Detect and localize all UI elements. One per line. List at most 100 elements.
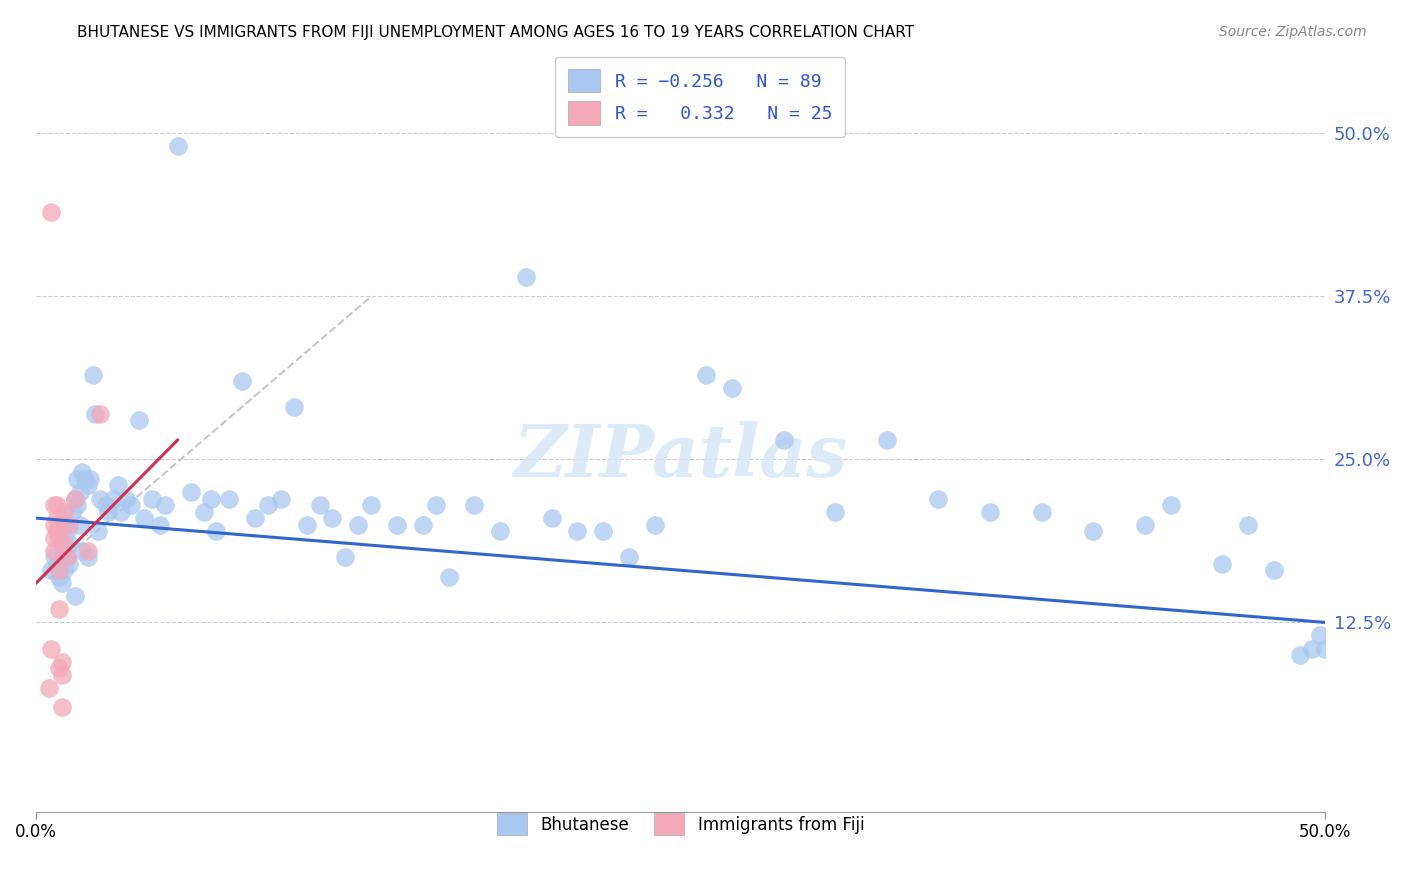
Bhutanese <box>107 478 129 492</box>
Bhutanese <box>41 563 63 577</box>
Bhutanese <box>53 563 76 577</box>
Immigrants from Fiji <box>42 498 65 512</box>
Bhutanese <box>128 413 150 427</box>
Immigrants from Fiji <box>56 550 79 565</box>
Bhutanese <box>72 543 94 558</box>
Bhutanese <box>1301 641 1323 656</box>
Bhutanese <box>205 524 228 538</box>
Bhutanese <box>115 491 138 506</box>
Bhutanese <box>1031 505 1053 519</box>
Bhutanese <box>103 491 125 506</box>
Immigrants from Fiji <box>42 543 65 558</box>
Bhutanese <box>76 478 98 492</box>
Bhutanese <box>295 517 318 532</box>
Bhutanese <box>218 491 240 506</box>
Bhutanese <box>592 524 614 538</box>
Bhutanese <box>1237 517 1260 532</box>
Bhutanese <box>66 498 89 512</box>
Bhutanese <box>321 511 343 525</box>
Bhutanese <box>979 505 1001 519</box>
Immigrants from Fiji <box>51 667 73 681</box>
Bhutanese <box>97 505 120 519</box>
Bhutanese <box>385 517 408 532</box>
Bhutanese <box>1083 524 1105 538</box>
Immigrants from Fiji <box>51 700 73 714</box>
Bhutanese <box>73 472 96 486</box>
Bhutanese <box>927 491 949 506</box>
Immigrants from Fiji <box>48 531 70 545</box>
Immigrants from Fiji <box>76 543 98 558</box>
Bhutanese <box>489 524 512 538</box>
Bhutanese <box>79 472 101 486</box>
Bhutanese <box>1211 557 1233 571</box>
Bhutanese <box>876 433 898 447</box>
Bhutanese <box>1309 628 1331 642</box>
Bhutanese <box>56 524 79 538</box>
Immigrants from Fiji <box>89 407 111 421</box>
Immigrants from Fiji <box>63 491 86 506</box>
Bhutanese <box>231 374 253 388</box>
Bhutanese <box>347 517 370 532</box>
Bhutanese <box>515 269 537 284</box>
Bhutanese <box>51 537 73 551</box>
Bhutanese <box>437 570 460 584</box>
Bhutanese <box>87 524 110 538</box>
Bhutanese <box>60 505 83 519</box>
Immigrants from Fiji <box>41 641 63 656</box>
Immigrants from Fiji <box>53 505 76 519</box>
Bhutanese <box>166 139 188 153</box>
Bhutanese <box>89 491 111 506</box>
Bhutanese <box>360 498 382 512</box>
Bhutanese <box>69 485 91 500</box>
Bhutanese <box>45 557 67 571</box>
Immigrants from Fiji <box>38 681 60 695</box>
Bhutanese <box>180 485 202 500</box>
Bhutanese <box>66 472 89 486</box>
Immigrants from Fiji <box>41 204 63 219</box>
Bhutanese <box>1133 517 1156 532</box>
Bhutanese <box>72 466 94 480</box>
Bhutanese <box>412 517 434 532</box>
Bhutanese <box>94 498 117 512</box>
Bhutanese <box>283 401 305 415</box>
Bhutanese <box>644 517 666 532</box>
Bhutanese <box>824 505 846 519</box>
Immigrants from Fiji <box>45 524 67 538</box>
Text: ZIPatlas: ZIPatlas <box>513 420 848 491</box>
Bhutanese <box>69 517 91 532</box>
Bhutanese <box>63 590 86 604</box>
Bhutanese <box>308 498 330 512</box>
Bhutanese <box>53 517 76 532</box>
Bhutanese <box>1315 641 1337 656</box>
Immigrants from Fiji <box>58 517 80 532</box>
Text: BHUTANESE VS IMMIGRANTS FROM FIJI UNEMPLOYMENT AMONG AGES 16 TO 19 YEARS CORRELA: BHUTANESE VS IMMIGRANTS FROM FIJI UNEMPL… <box>77 25 914 40</box>
Bhutanese <box>335 550 357 565</box>
Bhutanese <box>42 550 65 565</box>
Bhutanese <box>617 550 640 565</box>
Bhutanese <box>141 491 163 506</box>
Bhutanese <box>58 537 80 551</box>
Bhutanese <box>63 491 86 506</box>
Bhutanese <box>257 498 280 512</box>
Bhutanese <box>540 511 562 525</box>
Bhutanese <box>1263 563 1285 577</box>
Immigrants from Fiji <box>45 511 67 525</box>
Bhutanese <box>120 498 142 512</box>
Bhutanese <box>56 550 79 565</box>
Immigrants from Fiji <box>48 602 70 616</box>
Immigrants from Fiji <box>45 524 67 538</box>
Bhutanese <box>721 381 744 395</box>
Bhutanese <box>110 505 132 519</box>
Bhutanese <box>463 498 485 512</box>
Immigrants from Fiji <box>51 655 73 669</box>
Bhutanese <box>48 570 70 584</box>
Bhutanese <box>1288 648 1310 662</box>
Bhutanese <box>58 557 80 571</box>
Bhutanese <box>1160 498 1182 512</box>
Bhutanese <box>270 491 292 506</box>
Bhutanese <box>200 491 222 506</box>
Bhutanese <box>243 511 266 525</box>
Immigrants from Fiji <box>42 531 65 545</box>
Bhutanese <box>134 511 156 525</box>
Bhutanese <box>76 550 98 565</box>
